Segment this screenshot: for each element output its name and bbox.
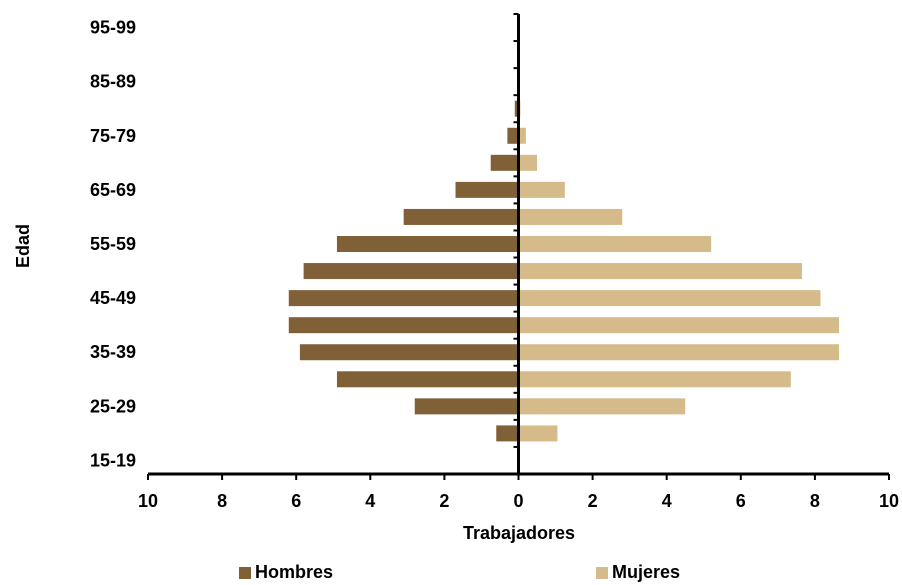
legend-item-hombres: Hombres xyxy=(239,562,333,583)
y-axis-title: Edad xyxy=(13,224,33,268)
bar-hombres-30-34 xyxy=(336,371,519,388)
legend-label-hombres: Hombres xyxy=(255,562,334,582)
x-tick-label: 2 xyxy=(439,491,449,511)
bar-mujeres-35-39 xyxy=(518,344,839,361)
y-tick-label: 35-39 xyxy=(90,342,136,362)
bar-hombres-75-79 xyxy=(507,127,519,144)
x-tick-label: 10 xyxy=(879,491,899,511)
bar-mujeres-45-49 xyxy=(518,290,821,307)
population-pyramid-chart: 10 8 6 4 2 0 2 4 6 8 10 15-19 25-29 35-39 45-49 55-59 6… xyxy=(13,13,899,543)
x-tick-label: 8 xyxy=(810,491,820,511)
bar-mujeres-40-44 xyxy=(518,317,839,334)
bar-hombres-45-49 xyxy=(288,290,519,307)
legend-label-mujeres: Mujeres xyxy=(612,562,681,582)
legend-swatch-mujeres xyxy=(596,566,608,579)
bar-hombres-40-44 xyxy=(288,317,519,334)
bar-hombres-25-29 xyxy=(414,398,519,415)
bar-hombres-70-74 xyxy=(490,154,519,171)
y-tick-label: 15-19 xyxy=(90,450,136,470)
y-tick-label: 25-29 xyxy=(90,396,136,416)
x-axis-title: Trabajadores xyxy=(463,523,575,543)
x-tick-labels: 10 8 6 4 2 0 2 4 6 8 10 xyxy=(138,491,899,511)
bar-hombres-20-24 xyxy=(496,425,519,442)
bar-mujeres-25-29 xyxy=(518,398,686,415)
bar-mujeres-55-59 xyxy=(518,236,712,252)
x-tick-label: 4 xyxy=(365,491,375,511)
x-tick-label: 6 xyxy=(291,491,301,511)
x-tick-label: 4 xyxy=(662,491,672,511)
bar-hombres-35-39 xyxy=(299,344,519,361)
bar-mujeres-30-34 xyxy=(518,371,791,388)
axes-layer xyxy=(147,13,890,480)
bar-mujeres-70-74 xyxy=(518,154,538,171)
legend-item-mujeres: Mujeres xyxy=(596,562,680,583)
bar-mujeres-75-79 xyxy=(518,127,526,144)
x-tick-label: 0 xyxy=(513,491,523,511)
x-tick-label: 2 xyxy=(588,491,598,511)
legend-swatch-hombres xyxy=(239,566,251,579)
y-tick-label: 55-59 xyxy=(90,234,136,254)
y-tick-label: 95-99 xyxy=(90,18,136,38)
bar-hombres-60-64 xyxy=(403,208,519,225)
bars-layer xyxy=(288,73,839,442)
bar-hombres-80-84 xyxy=(514,100,519,117)
bar-mujeres-20-24 xyxy=(518,425,558,442)
bar-mujeres-60-64 xyxy=(518,208,623,225)
x-tick-label: 6 xyxy=(736,491,746,511)
bar-hombres-50-54 xyxy=(303,263,519,280)
bar-mujeres-65-69 xyxy=(518,181,565,198)
x-tick-label: 10 xyxy=(138,491,158,511)
legend: Hombres Mujeres xyxy=(0,562,902,585)
y-tick-label: 45-49 xyxy=(90,288,136,308)
y-tick-label: 85-89 xyxy=(90,72,136,92)
bar-hombres-55-59 xyxy=(336,236,519,252)
y-tick-label: 75-79 xyxy=(90,126,136,146)
y-tick-labels: 15-19 25-29 35-39 45-49 55-59 65-69 75-79 85-89… xyxy=(90,18,136,471)
y-tick-label: 65-69 xyxy=(90,180,136,200)
x-tick-label: 8 xyxy=(217,491,227,511)
bar-mujeres-50-54 xyxy=(518,263,802,280)
bar-hombres-65-69 xyxy=(455,181,519,198)
